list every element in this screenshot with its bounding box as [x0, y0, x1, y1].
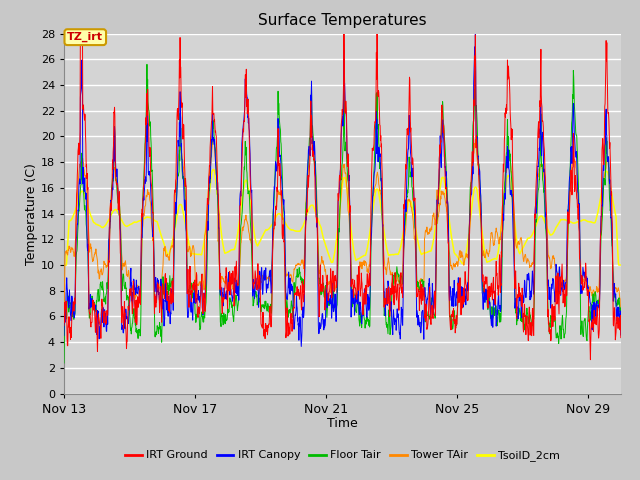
Text: TZ_irt: TZ_irt: [67, 32, 103, 42]
Legend: IRT Ground, IRT Canopy, Floor Tair, Tower TAir, TsoilD_2cm: IRT Ground, IRT Canopy, Floor Tair, Towe…: [120, 446, 564, 466]
Title: Surface Temperatures: Surface Temperatures: [258, 13, 427, 28]
X-axis label: Time: Time: [327, 417, 358, 430]
Y-axis label: Temperature (C): Temperature (C): [25, 163, 38, 264]
